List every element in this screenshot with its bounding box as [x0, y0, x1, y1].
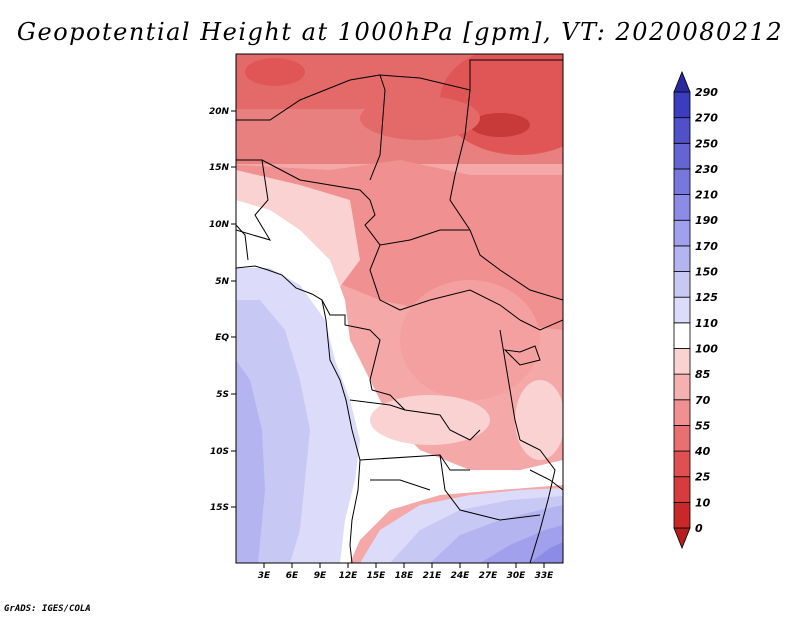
colorbar-level-label: 85 — [695, 368, 711, 381]
colorbar-min-arrow — [673, 527, 691, 550]
lat-label: 15S — [210, 503, 229, 513]
colorbar-level-label: 55 — [695, 419, 711, 432]
colorbar-level-label: 190 — [695, 214, 718, 227]
colorbar-level-label: 70 — [695, 394, 711, 407]
credit-label: GrADS: IGES/COLA — [4, 604, 91, 614]
colorbar-level-label: 290 — [695, 86, 718, 99]
lon-label: 30E — [507, 571, 527, 581]
lat-label: 20N — [209, 107, 230, 117]
lon-label: 33E — [535, 571, 555, 581]
chart-title: Geopotential Height at 1000hPa [gpm], VT… — [16, 18, 784, 46]
colorbar-segment — [673, 450, 691, 478]
colorbar-level-label: 0 — [695, 522, 703, 535]
colorbar-level-label: 230 — [695, 163, 718, 176]
lat-axis: 20N 15N 10N 5N EQ 5S 10S 15S — [209, 107, 236, 513]
colorbar-max-arrow — [673, 70, 691, 93]
colorbar-segment — [673, 142, 691, 170]
lat-label: 10S — [210, 447, 229, 457]
lon-label: 18E — [395, 571, 415, 581]
colorbar-segment — [673, 194, 691, 221]
height-field — [236, 54, 563, 563]
lat-label: 10N — [209, 220, 230, 230]
colorbar-segment — [673, 271, 691, 298]
colorbar-level-label: 100 — [695, 342, 718, 355]
colorbar-level-label: 250 — [695, 137, 718, 150]
colorbar-segment — [673, 296, 691, 324]
colorbar-level-label: 150 — [695, 266, 718, 279]
colorbar-segment — [673, 399, 691, 426]
lon-axis: 3E 6E 9E 12E 15E 18E 21E 24E 27E 30E 33E — [258, 563, 554, 581]
lat-label: 5S — [216, 390, 229, 400]
colorbar-level-label: 25 — [695, 471, 711, 484]
lon-label: 24E — [451, 571, 471, 581]
lon-label: 27E — [479, 571, 499, 581]
lat-label: 15N — [209, 163, 230, 173]
lat-label: 5N — [215, 277, 229, 287]
country-borders — [236, 59, 563, 563]
map-frame — [235, 53, 564, 564]
colorbar-segment — [673, 245, 691, 272]
colorbar-level-label: 270 — [695, 112, 718, 125]
colorbar-level-label: 10 — [695, 496, 711, 509]
colorbar-level-label: 40 — [694, 445, 711, 458]
colorbar-segment — [673, 219, 691, 247]
colorbar-segment — [673, 425, 691, 452]
colorbar-segment — [673, 373, 691, 401]
colorbar-segment — [673, 168, 691, 195]
lon-label: 15E — [367, 571, 387, 581]
lon-label: 9E — [314, 571, 327, 581]
lon-label: 21E — [423, 571, 443, 581]
colorbar-segment — [673, 91, 691, 119]
colorbar-segment — [673, 117, 691, 144]
colorbar-level-label: 125 — [695, 291, 718, 304]
colorbar-level-label: 210 — [695, 189, 718, 202]
colorbar-segment — [673, 476, 691, 503]
colorbar-segment — [673, 501, 691, 529]
lon-label: 3E — [258, 571, 271, 581]
colorbar-segment — [673, 322, 691, 349]
lat-label: EQ — [215, 333, 229, 343]
colorbar-segment — [673, 348, 691, 375]
colorbar: 0 10 25 40 55 70 85 100 110 125 150 170 190 210 230 250… — [673, 70, 718, 550]
lon-label: 6E — [286, 571, 299, 581]
colorbar-level-label: 110 — [695, 317, 718, 330]
lon-label: 12E — [339, 571, 359, 581]
colorbar-level-label: 170 — [695, 240, 718, 253]
